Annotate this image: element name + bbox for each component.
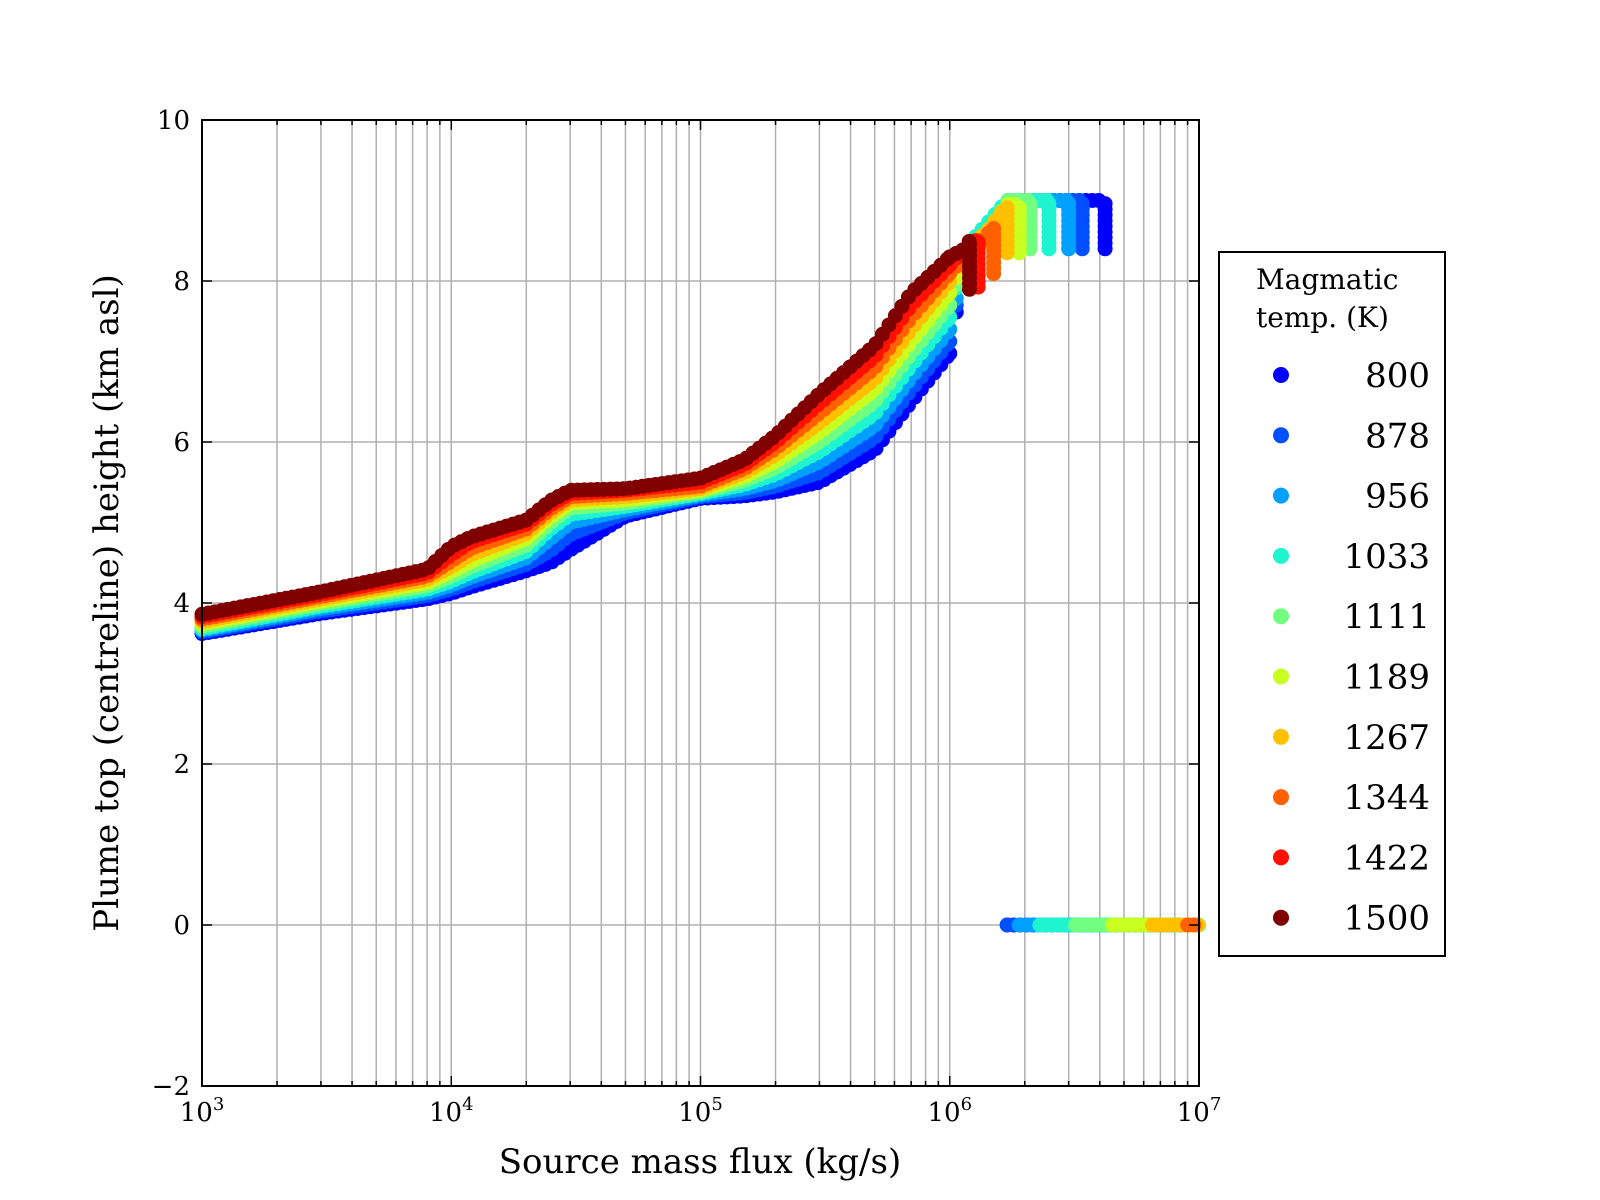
- point-878: [1074, 196, 1090, 212]
- legend-marker-878: [1273, 427, 1289, 444]
- legend-marker-1267: [1273, 728, 1289, 745]
- legend-title-line-2: temp. (K): [1256, 301, 1389, 334]
- legend-marker-1344: [1273, 789, 1289, 806]
- x-tick-label: 104: [429, 1094, 474, 1128]
- legend-marker-1422: [1273, 849, 1289, 866]
- x-tick-label: 103: [180, 1094, 225, 1128]
- x-tick-label: 105: [678, 1094, 723, 1128]
- legend-label-956: 956: [1365, 477, 1430, 517]
- y-tick-label: 2: [173, 750, 190, 780]
- x-tick-label: 106: [927, 1094, 972, 1128]
- legend-marker-1189: [1273, 668, 1289, 685]
- y-tick-label: 8: [173, 267, 190, 297]
- data-points: [194, 193, 1207, 933]
- legend-label-1422: 1422: [1343, 838, 1430, 878]
- point-956: [1061, 196, 1077, 212]
- point-1189: [1011, 200, 1027, 216]
- legend-marker-1500: [1273, 909, 1289, 926]
- legend-label-1344: 1344: [1343, 778, 1430, 818]
- y-tick-label: 6: [173, 428, 190, 458]
- series-800: [194, 193, 1203, 933]
- series-1033: [194, 193, 1203, 933]
- y-tick-label: −2: [152, 1072, 190, 1102]
- legend-marker-1111: [1273, 608, 1289, 625]
- legend-marker-800: [1273, 367, 1289, 383]
- x-tick-label: 107: [1177, 1094, 1222, 1128]
- point-1500: [961, 236, 977, 252]
- grid-lines: [202, 120, 1199, 1086]
- legend-marker-1033: [1273, 547, 1289, 564]
- legend-label-878: 878: [1365, 416, 1430, 456]
- legend-label-800: 800: [1365, 356, 1430, 396]
- legend-box: [1218, 251, 1446, 957]
- y-tick-label: 0: [173, 911, 190, 941]
- point-1267: [999, 200, 1015, 216]
- series-1344: [194, 221, 1202, 933]
- legend-entries: 800 878 956 1033 1111 1189 1267 1344 1422 1500: [1273, 356, 1430, 939]
- point-800: [1097, 196, 1113, 212]
- legend-label-1033: 1033: [1343, 537, 1430, 577]
- legend-label-1267: 1267: [1343, 718, 1430, 758]
- y-tick-label: 10: [157, 106, 190, 136]
- point-1033: [1041, 196, 1057, 212]
- legend-marker-956: [1273, 487, 1289, 504]
- series-1189: [194, 197, 1205, 933]
- y-tick-label: 4: [173, 589, 190, 619]
- point-1344: [986, 221, 1002, 237]
- x-axis-label: Source mass flux (kg/s): [499, 1142, 901, 1182]
- series-1500: [194, 233, 977, 622]
- y-axis-label: Plume top (centreline) height (km asl): [87, 274, 127, 932]
- legend-title-line-1: Magmatic: [1256, 263, 1398, 296]
- legend-label-1111: 1111: [1343, 597, 1430, 637]
- legend: Magmatic temp. (K) 800 878 956 1033 1111 1189…: [1218, 251, 1446, 957]
- legend-label-1189: 1189: [1343, 658, 1430, 698]
- legend-label-1500: 1500: [1343, 899, 1430, 939]
- axis-ticks: −2 0 2 4 6 8 10 103 104 105 106 107: [152, 106, 1222, 1128]
- series-956: [194, 193, 1202, 933]
- series-878: [194, 193, 1203, 933]
